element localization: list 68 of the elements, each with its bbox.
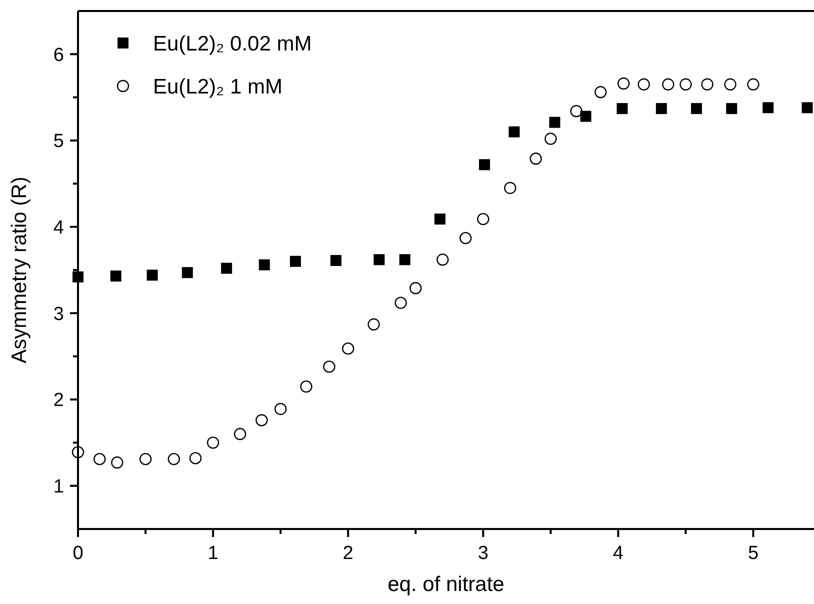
point [726,103,738,114]
point [530,152,542,165]
point [762,102,774,114]
point [234,428,246,440]
point [146,270,158,281]
point [477,212,490,226]
point [662,78,674,90]
x-tick-label: 5 [748,543,759,564]
point [111,456,124,469]
point [680,78,692,90]
point [544,132,557,145]
y-tick-label: 2 [53,390,64,412]
point [110,270,122,282]
point [802,102,813,114]
point [72,271,84,282]
point [374,254,385,266]
point [206,436,220,449]
point [256,414,268,426]
x-axis-title: eq. of nitrate [388,573,504,596]
point [342,342,354,355]
y-axis-title: Asymmetry ratio (R) [8,176,31,364]
point [459,232,472,244]
point [221,262,232,274]
point [656,103,667,114]
point [508,126,520,138]
y-tick-label: 6 [53,44,64,66]
y-tick-label: 4 [53,217,64,238]
y-tick-label: 1 [53,476,64,498]
point [478,159,490,170]
point [580,110,592,122]
point [300,380,312,393]
point [549,116,560,128]
point [274,402,287,416]
point [330,255,342,266]
point [747,78,760,90]
point [691,103,702,114]
point [399,254,410,266]
legend-label: Eu(L2)₂ 0.02 mM [153,32,312,56]
point [368,318,380,330]
point [139,452,152,466]
point [617,77,630,90]
x-tick-label: 1 [208,543,218,564]
point [434,214,446,225]
point [504,182,516,194]
point [189,452,202,464]
point [410,282,422,294]
point [182,267,193,278]
x-tick-label: 2 [342,543,354,564]
y-tick-label: 5 [53,131,64,152]
point [616,103,628,114]
y-tick-label: 3 [53,304,64,325]
point [724,78,736,90]
point [638,78,650,90]
point [290,256,301,267]
point [258,259,270,270]
point [72,446,84,458]
point [394,296,407,309]
point [168,452,180,466]
x-tick-label: 0 [72,543,84,564]
point [570,105,582,118]
point [323,360,336,373]
point [94,452,106,466]
point [701,78,714,90]
legend-label: Eu(L2)₂ 1 mM [153,75,283,98]
point [594,86,607,98]
x-tick-label: 4 [612,543,624,564]
point [436,254,449,266]
x-tick-label: 3 [478,543,488,564]
